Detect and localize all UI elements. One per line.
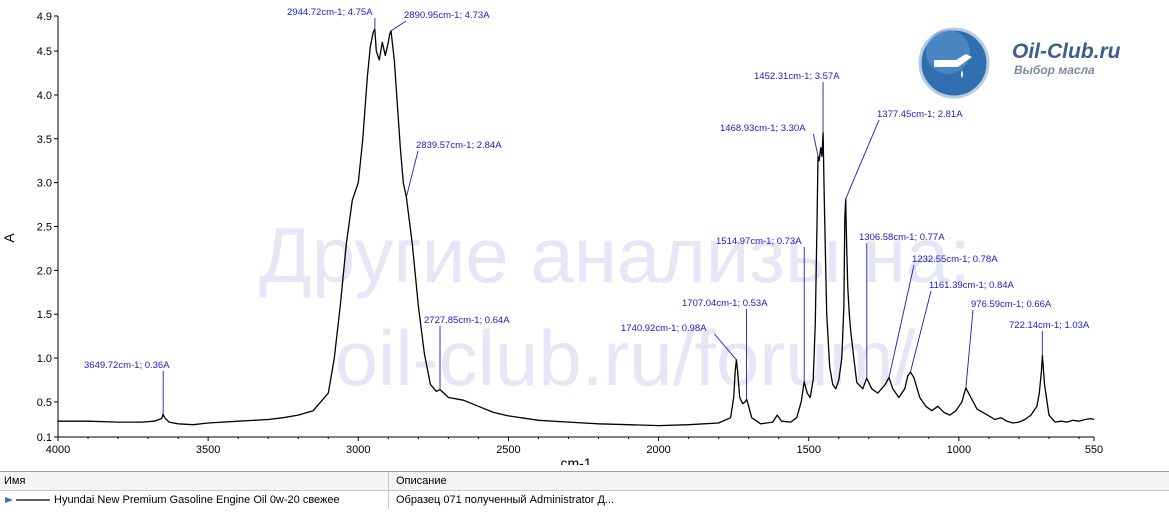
peak-annotation-label: 3649.72cm-1; 0.36A [84, 360, 170, 371]
peak-annotation-label: 1452.31cm-1; 3.57A [754, 71, 840, 82]
peak-annotations: 3649.72cm-1; 0.36A 2944.72cm-1; 4.75A 2890… [84, 7, 1090, 415]
spectrum-series-line [58, 28, 1095, 427]
oil-can-icon [934, 54, 972, 78]
peak-annotation-label: 1468.93cm-1; 3.30A [720, 123, 806, 134]
y-tick-label: 0.1 [37, 432, 52, 444]
oil-club-logo: Oil-Club.ru Выбор масла [918, 27, 1121, 99]
watermark: Другие анализы на: oil-club.ru/forum/ [259, 211, 971, 402]
y-tick-label: 3.0 [37, 178, 52, 190]
peak-annotation-leader [845, 119, 880, 200]
y-tick-label: 0.5 [37, 397, 52, 409]
series-line-swatch-icon [5, 497, 50, 503]
logo-badge-highlight [926, 30, 970, 74]
y-tick-label: 1.0 [37, 353, 52, 365]
peak-annotation-label: 2890.95cm-1; 4.73A [404, 10, 490, 21]
peak-annotation-leader [812, 133, 819, 157]
legend-row-name-cell[interactable]: Hyundai New Premium Gasoline Engine Oil … [0, 491, 389, 509]
peak-annotation-leader [965, 309, 974, 388]
legend-row[interactable]: Hyundai New Premium Gasoline Engine Oil … [0, 491, 1169, 509]
logo-title: Oil-Club.ru [1012, 40, 1121, 63]
peak-annotation-label: 2944.72cm-1; 4.75A [287, 7, 373, 18]
x-tick-label: 1500 [796, 444, 820, 456]
peak-annotation-leader [909, 290, 932, 373]
peak-annotation-label: 1707.04cm-1; 0.53A [682, 298, 768, 309]
x-tick-label: 4000 [46, 444, 70, 456]
legend-header-row: Имя Описание [0, 472, 1169, 491]
legend-header-description[interactable]: Описание [396, 475, 447, 487]
peak-annotation-leader [714, 333, 737, 361]
peak-annotation-label: 1232.55cm-1; 0.78A [912, 254, 998, 265]
peak-annotation-label: 976.59cm-1; 0.66A [971, 299, 1052, 310]
y-tick-label: 4.5 [37, 46, 52, 58]
peak-annotation-leader [390, 20, 407, 32]
y-tick-label: 4.9 [37, 11, 52, 23]
legend-row-description: Образец 071 полученный Administrator Д..… [396, 494, 615, 506]
peak-annotation-label: 1514.97cm-1; 0.73A [716, 236, 802, 247]
x-tick-label: 550 [1085, 444, 1103, 456]
legend-table: Имя Описание Hyundai New Premium Gasolin… [0, 471, 1169, 512]
peak-annotation-leader [406, 150, 419, 197]
x-tick-label: 2000 [646, 444, 670, 456]
spectrum-curve-layer [58, 28, 1095, 427]
x-tick-label: 3000 [346, 444, 370, 456]
peak-annotation-label: 1306.58cm-1; 0.77A [859, 232, 945, 243]
watermark-line-2: oil-club.ru/forum/ [335, 314, 916, 402]
peak-annotation-label: 2839.57cm-1; 2.84A [416, 140, 502, 151]
watermark-line-1: Другие анализы на: [259, 211, 971, 299]
axes: 0.1 0.5 1.0 1.5 2.0 2.5 3.0 3.5 4.0 4.5 4.9 4000 350… [1, 11, 1103, 465]
peak-annotation-label: 1740.92cm-1; 0.98A [621, 323, 707, 334]
spectrum-chart: Другие анализы на: oil-club.ru/forum/ 0.… [1, 7, 1121, 465]
peak-annotation-label: 722.14cm-1; 1.03A [1009, 320, 1090, 331]
peak-annotation-label: 1161.39cm-1; 0.84A [929, 280, 1015, 291]
y-tick-label: 2.0 [37, 265, 52, 277]
legend-row-name: Hyundai New Premium Gasoline Engine Oil … [54, 494, 340, 506]
y-tick-label: 2.5 [37, 222, 52, 234]
x-tick-label: 3500 [196, 444, 220, 456]
y-axis-title: A [1, 233, 17, 243]
x-tick-label: 1000 [947, 444, 971, 456]
peak-annotation-label: 1377.45cm-1; 2.81A [877, 109, 963, 120]
x-axis-title: cm-1 [560, 455, 591, 465]
y-tick-label: 4.0 [37, 90, 52, 102]
x-tick-label: 2500 [496, 444, 520, 456]
legend-header-name[interactable]: Имя [0, 472, 389, 490]
peak-annotation-leader [888, 264, 915, 378]
y-tick-label: 1.5 [37, 309, 52, 321]
peak-annotation-label: 2727.85cm-1; 0.64A [424, 315, 510, 326]
logo-subtitle: Выбор масла [1014, 63, 1095, 77]
y-tick-label: 3.5 [37, 134, 52, 146]
